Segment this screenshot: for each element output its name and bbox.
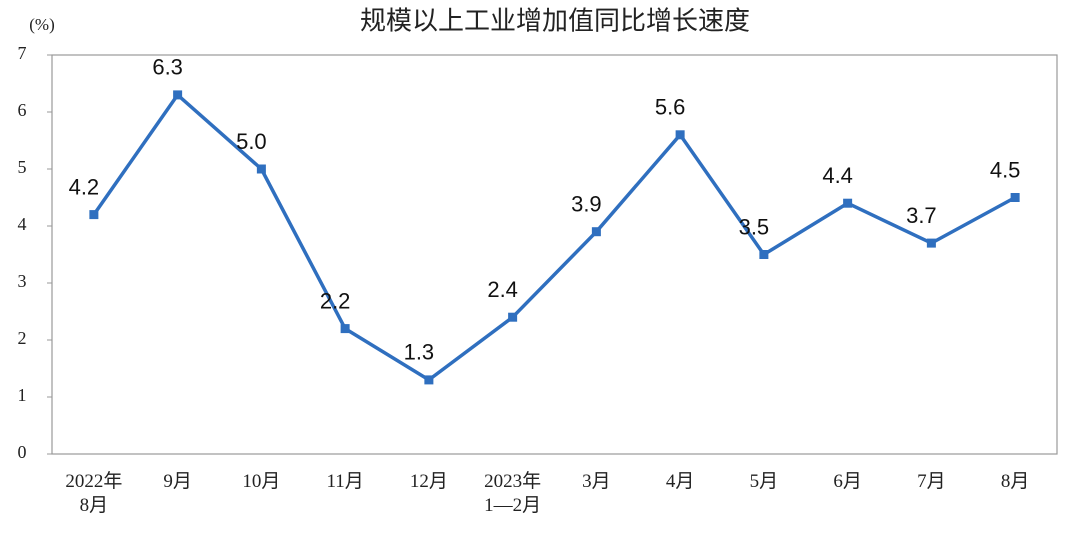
x-tick-label: 11月 [326,471,364,492]
data-label: 5.6 [655,95,686,120]
x-tick-label: 4月 [665,471,695,492]
x-tick-label: 5月 [749,471,779,492]
marker [759,250,769,259]
data-label: 4.5 [990,157,1021,182]
y-tick-label: 1 [18,385,27,405]
x-tick-label: 12月 [409,471,448,492]
x-tick-label: 3月 [582,471,611,492]
x-tick-label: 7月 [917,471,946,492]
marker [173,90,183,100]
data-label: 2.2 [320,288,351,313]
x-tick-label: 9月 [163,471,192,492]
data-label: 3.5 [739,214,770,239]
data-label: 4.4 [822,163,853,188]
x-tick-label: 6月 [833,471,862,492]
marker [675,130,685,140]
data-label: 5.0 [236,129,267,154]
y-tick-label: 6 [18,100,27,120]
data-label: 2.4 [487,277,518,302]
data-line [92,93,1016,382]
data-label: 3.7 [906,203,937,228]
marker [508,312,518,322]
y-tick-label: 4 [18,214,27,234]
marker [424,375,434,385]
x-tick-label: 10月 [242,471,281,492]
y-tick-label: 2 [18,328,27,348]
chart-title: 规模以上工业增加值同比增长速度 [360,7,750,37]
y-tick-label: 5 [18,157,27,177]
x-tick-label: 2022年 8月 [65,471,123,516]
data-label: 6.3 [152,55,183,80]
x-tick-label: 2023年 1—2月 [484,471,542,516]
data-label: 1.3 [404,340,435,365]
plot-frame [51,54,1058,455]
y-tick-label: 7 [18,43,27,63]
marker [340,324,350,334]
marker [256,164,266,174]
marker [843,198,853,208]
y-axis-label: (%) [29,15,54,34]
x-tick-label: 8月 [1000,471,1030,492]
marker [591,227,601,237]
data-label: 3.9 [571,192,602,217]
y-tick-label: 3 [18,271,27,291]
marker [1010,193,1020,202]
marker [926,238,936,248]
y-tick-label: 0 [18,442,27,462]
marker [89,210,99,220]
data-label: 4.2 [69,174,100,199]
